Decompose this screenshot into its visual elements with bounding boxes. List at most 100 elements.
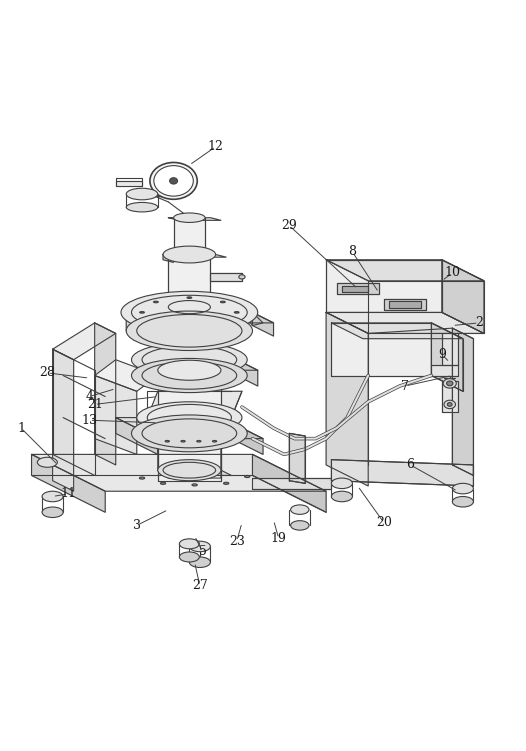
- Polygon shape: [174, 218, 205, 255]
- Ellipse shape: [126, 311, 252, 351]
- Polygon shape: [331, 323, 431, 376]
- Ellipse shape: [168, 248, 210, 261]
- Polygon shape: [337, 283, 379, 294]
- Ellipse shape: [187, 327, 191, 328]
- Text: 27: 27: [192, 580, 208, 593]
- Text: 5: 5: [199, 545, 206, 558]
- Polygon shape: [163, 255, 226, 257]
- Ellipse shape: [179, 552, 199, 562]
- Polygon shape: [158, 470, 231, 475]
- Ellipse shape: [150, 162, 197, 199]
- Polygon shape: [126, 312, 147, 339]
- Ellipse shape: [169, 178, 178, 184]
- Ellipse shape: [444, 400, 456, 409]
- Polygon shape: [442, 260, 484, 333]
- Ellipse shape: [239, 275, 245, 279]
- Text: 7: 7: [401, 379, 409, 393]
- Text: 19: 19: [271, 532, 287, 545]
- Text: 2: 2: [475, 316, 482, 330]
- Polygon shape: [53, 323, 116, 360]
- Ellipse shape: [154, 322, 158, 324]
- Polygon shape: [95, 376, 137, 454]
- Polygon shape: [210, 273, 242, 281]
- Ellipse shape: [154, 166, 194, 196]
- Polygon shape: [342, 285, 368, 292]
- Polygon shape: [158, 176, 189, 197]
- Text: 3: 3: [133, 519, 141, 532]
- Polygon shape: [95, 360, 158, 391]
- Polygon shape: [158, 370, 221, 481]
- Polygon shape: [137, 312, 147, 336]
- Polygon shape: [168, 255, 210, 307]
- Ellipse shape: [245, 475, 250, 478]
- Text: 23: 23: [229, 535, 245, 547]
- Ellipse shape: [121, 291, 258, 333]
- Polygon shape: [326, 312, 368, 486]
- Text: 20: 20: [376, 516, 392, 529]
- Polygon shape: [326, 260, 442, 312]
- Polygon shape: [116, 181, 142, 186]
- Polygon shape: [163, 255, 174, 262]
- Ellipse shape: [154, 301, 158, 303]
- Polygon shape: [126, 312, 274, 323]
- Polygon shape: [252, 312, 274, 336]
- Text: 9: 9: [438, 348, 446, 361]
- Text: 10: 10: [444, 267, 460, 279]
- Polygon shape: [147, 418, 158, 439]
- Polygon shape: [326, 312, 484, 333]
- Ellipse shape: [132, 415, 247, 452]
- Polygon shape: [331, 460, 473, 486]
- Ellipse shape: [187, 297, 191, 298]
- Ellipse shape: [174, 213, 205, 222]
- Ellipse shape: [213, 440, 217, 442]
- Polygon shape: [32, 454, 105, 512]
- Ellipse shape: [224, 482, 229, 484]
- Ellipse shape: [331, 491, 352, 502]
- Text: 1: 1: [17, 421, 25, 435]
- Ellipse shape: [160, 482, 166, 484]
- Polygon shape: [221, 418, 263, 454]
- Ellipse shape: [220, 322, 225, 324]
- Ellipse shape: [235, 312, 239, 313]
- Text: 6: 6: [406, 458, 414, 472]
- Text: 12: 12: [208, 140, 224, 153]
- Ellipse shape: [179, 538, 199, 549]
- Polygon shape: [168, 218, 221, 220]
- Ellipse shape: [290, 520, 309, 530]
- Polygon shape: [95, 323, 116, 465]
- Polygon shape: [252, 454, 326, 512]
- Ellipse shape: [42, 491, 63, 502]
- Ellipse shape: [165, 440, 169, 442]
- Ellipse shape: [137, 402, 242, 433]
- Polygon shape: [442, 381, 458, 412]
- Polygon shape: [242, 312, 263, 325]
- Polygon shape: [158, 433, 231, 478]
- Polygon shape: [116, 418, 263, 439]
- Polygon shape: [326, 260, 484, 281]
- Polygon shape: [237, 360, 258, 386]
- Ellipse shape: [181, 440, 185, 442]
- Polygon shape: [289, 433, 305, 484]
- Ellipse shape: [447, 403, 452, 406]
- Ellipse shape: [126, 189, 158, 200]
- Polygon shape: [384, 299, 426, 309]
- Ellipse shape: [139, 477, 145, 479]
- Ellipse shape: [197, 440, 201, 442]
- Ellipse shape: [443, 379, 457, 388]
- Ellipse shape: [139, 312, 144, 313]
- Text: 28: 28: [39, 366, 55, 379]
- Ellipse shape: [132, 342, 247, 377]
- Polygon shape: [442, 333, 458, 365]
- Ellipse shape: [189, 541, 210, 552]
- Ellipse shape: [192, 484, 197, 486]
- Ellipse shape: [452, 496, 473, 507]
- Ellipse shape: [163, 246, 216, 263]
- Polygon shape: [331, 323, 463, 339]
- Text: 4: 4: [85, 390, 94, 403]
- Polygon shape: [142, 360, 258, 370]
- Polygon shape: [142, 360, 163, 386]
- Polygon shape: [431, 323, 463, 391]
- Ellipse shape: [132, 358, 247, 393]
- Ellipse shape: [37, 457, 57, 467]
- Polygon shape: [452, 328, 473, 475]
